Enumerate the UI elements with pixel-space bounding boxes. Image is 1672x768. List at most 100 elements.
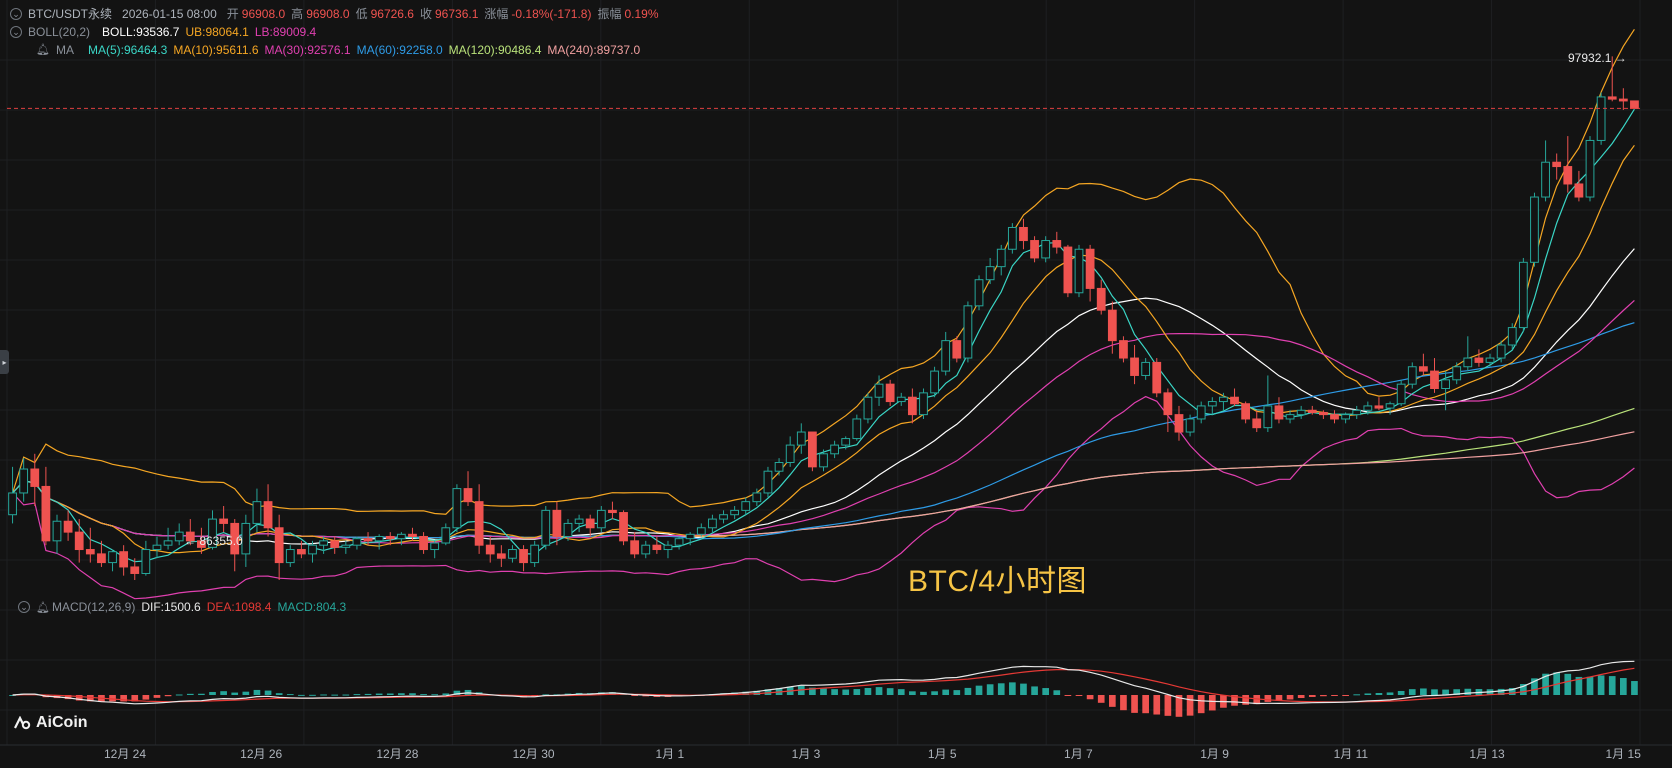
macd-histogram-bar xyxy=(1197,695,1205,714)
candle-body xyxy=(1263,405,1273,429)
x-axis-tick-label: 1月 13 xyxy=(1469,747,1505,761)
candle-body xyxy=(163,540,173,546)
chevron-down-icon[interactable]: ⌄ xyxy=(10,8,22,20)
candle-body xyxy=(1585,139,1595,198)
macd-histogram-bar xyxy=(409,693,416,695)
macd-histogram-bar xyxy=(1497,688,1505,695)
amplitude-label: 振幅 xyxy=(597,7,622,21)
macd-histogram-bar xyxy=(1164,695,1172,716)
macd-histogram-bar xyxy=(86,695,94,702)
candle-body xyxy=(1052,240,1062,248)
candle-body xyxy=(574,518,584,524)
candle-body xyxy=(1296,409,1306,416)
candle-body xyxy=(30,468,40,487)
candle-body xyxy=(619,512,628,542)
macd-histogram-bar xyxy=(175,694,183,696)
candle-body xyxy=(519,549,528,564)
macd-histogram-bar xyxy=(342,694,350,696)
chevron-down-icon[interactable]: ⌄ xyxy=(10,26,22,38)
macd-histogram-bar xyxy=(253,689,261,695)
candle-body xyxy=(1463,357,1473,368)
candle-body xyxy=(1452,366,1462,381)
aicoin-logo-icon xyxy=(14,716,31,730)
macd-histogram-bar xyxy=(1608,676,1616,695)
boll-mid-value: BOLL:93536.7 xyxy=(102,25,180,39)
candle-body xyxy=(1418,366,1428,372)
macd-histogram-bar xyxy=(975,685,983,695)
boll-legend: ⌄ BOLL(20,2) BOLL:93536.7 UB:98064.1 LB:… xyxy=(10,25,316,39)
macd-histogram-bar xyxy=(1186,695,1194,716)
ma-name[interactable]: MA xyxy=(55,43,74,57)
candle-body xyxy=(485,544,495,555)
candle-body xyxy=(219,518,229,524)
candle-body xyxy=(585,518,595,529)
macd-histogram-bar xyxy=(298,694,305,696)
candle-body xyxy=(119,551,129,568)
candle-body xyxy=(774,461,784,472)
close-value: 96736.1 xyxy=(435,7,479,21)
candle-body xyxy=(330,540,340,548)
candle-body xyxy=(1285,414,1295,420)
candle-body xyxy=(496,553,506,559)
macd-histogram-bar xyxy=(1253,695,1261,705)
candle-body xyxy=(1541,161,1550,198)
macd-histogram-bar xyxy=(320,694,327,696)
boll-lb-value: LB:89009.4 xyxy=(254,25,317,39)
candle-body xyxy=(1241,403,1251,420)
candle-body xyxy=(874,383,884,398)
macd-histogram-bar xyxy=(1631,681,1638,695)
candle-body xyxy=(1252,418,1262,429)
high-value: 96908.0 xyxy=(306,7,350,21)
ma240-value: MA(240):89737.0 xyxy=(547,43,641,57)
candle-body xyxy=(596,509,606,529)
macd-histogram-bar xyxy=(997,683,1005,695)
candle-body xyxy=(1319,411,1328,416)
candle-body xyxy=(630,540,640,555)
macd-histogram-bar xyxy=(420,694,427,696)
macd-histogram-bar xyxy=(886,688,894,695)
macd-histogram-bar xyxy=(1342,695,1349,696)
bell-icon[interactable]: 🔔︎ xyxy=(36,44,50,56)
candle-body xyxy=(852,418,862,440)
x-axis-tick-label: 12月 28 xyxy=(376,747,419,761)
symbol-name: BTC/USDT永续 xyxy=(28,7,113,21)
macd-histogram-bar xyxy=(442,693,450,695)
macd-histogram-bar xyxy=(331,694,339,696)
candle-body xyxy=(408,533,417,537)
boll-lower-band-line xyxy=(12,395,1635,600)
chevron-down-icon[interactable]: ⌄ xyxy=(18,601,30,613)
candle-body xyxy=(430,542,440,551)
macd-name[interactable]: MACD(12,26,9) xyxy=(51,600,136,614)
macd-dif-line xyxy=(12,660,1635,705)
macd-histogram-bar xyxy=(120,695,127,702)
low-value: 96726.6 xyxy=(370,7,414,21)
x-axis-tick-label: 1月 1 xyxy=(655,747,685,761)
candle-body xyxy=(1530,196,1539,263)
candle-body xyxy=(552,509,562,537)
chart-watermark-title: BTC/4小时图 xyxy=(908,565,1088,598)
change-value: -0.18%(-171.8) xyxy=(511,7,592,21)
macd-legend: ⌄ 🔔︎ MACD(12,26,9) DIF:1500.6 DEA:1098.4… xyxy=(18,600,346,614)
macd-histogram-bar xyxy=(1597,675,1605,695)
candle-body xyxy=(1030,240,1039,259)
candle-body xyxy=(608,509,617,514)
candle-body xyxy=(1196,405,1206,420)
macd-histogram-bar xyxy=(1053,690,1061,695)
candle-body xyxy=(1496,344,1506,359)
macd-histogram-bar xyxy=(831,689,838,695)
macd-histogram-bar xyxy=(1586,676,1594,695)
macd-histogram-bar xyxy=(1308,695,1316,697)
candle-body xyxy=(308,544,317,555)
bell-icon[interactable]: 🔔︎ xyxy=(36,601,50,614)
macd-histogram-bar xyxy=(1386,692,1394,695)
candle-body xyxy=(319,540,328,546)
candle-body xyxy=(785,444,795,463)
candle-body xyxy=(396,533,406,540)
boll-name[interactable]: BOLL(20,2) xyxy=(28,25,91,39)
candle-body xyxy=(1074,248,1084,294)
macd-histogram-bar xyxy=(264,690,272,695)
macd-histogram-bar xyxy=(1264,695,1272,702)
candle-body xyxy=(1207,401,1217,407)
panel-toggle-handle[interactable]: ▸ xyxy=(0,350,9,374)
